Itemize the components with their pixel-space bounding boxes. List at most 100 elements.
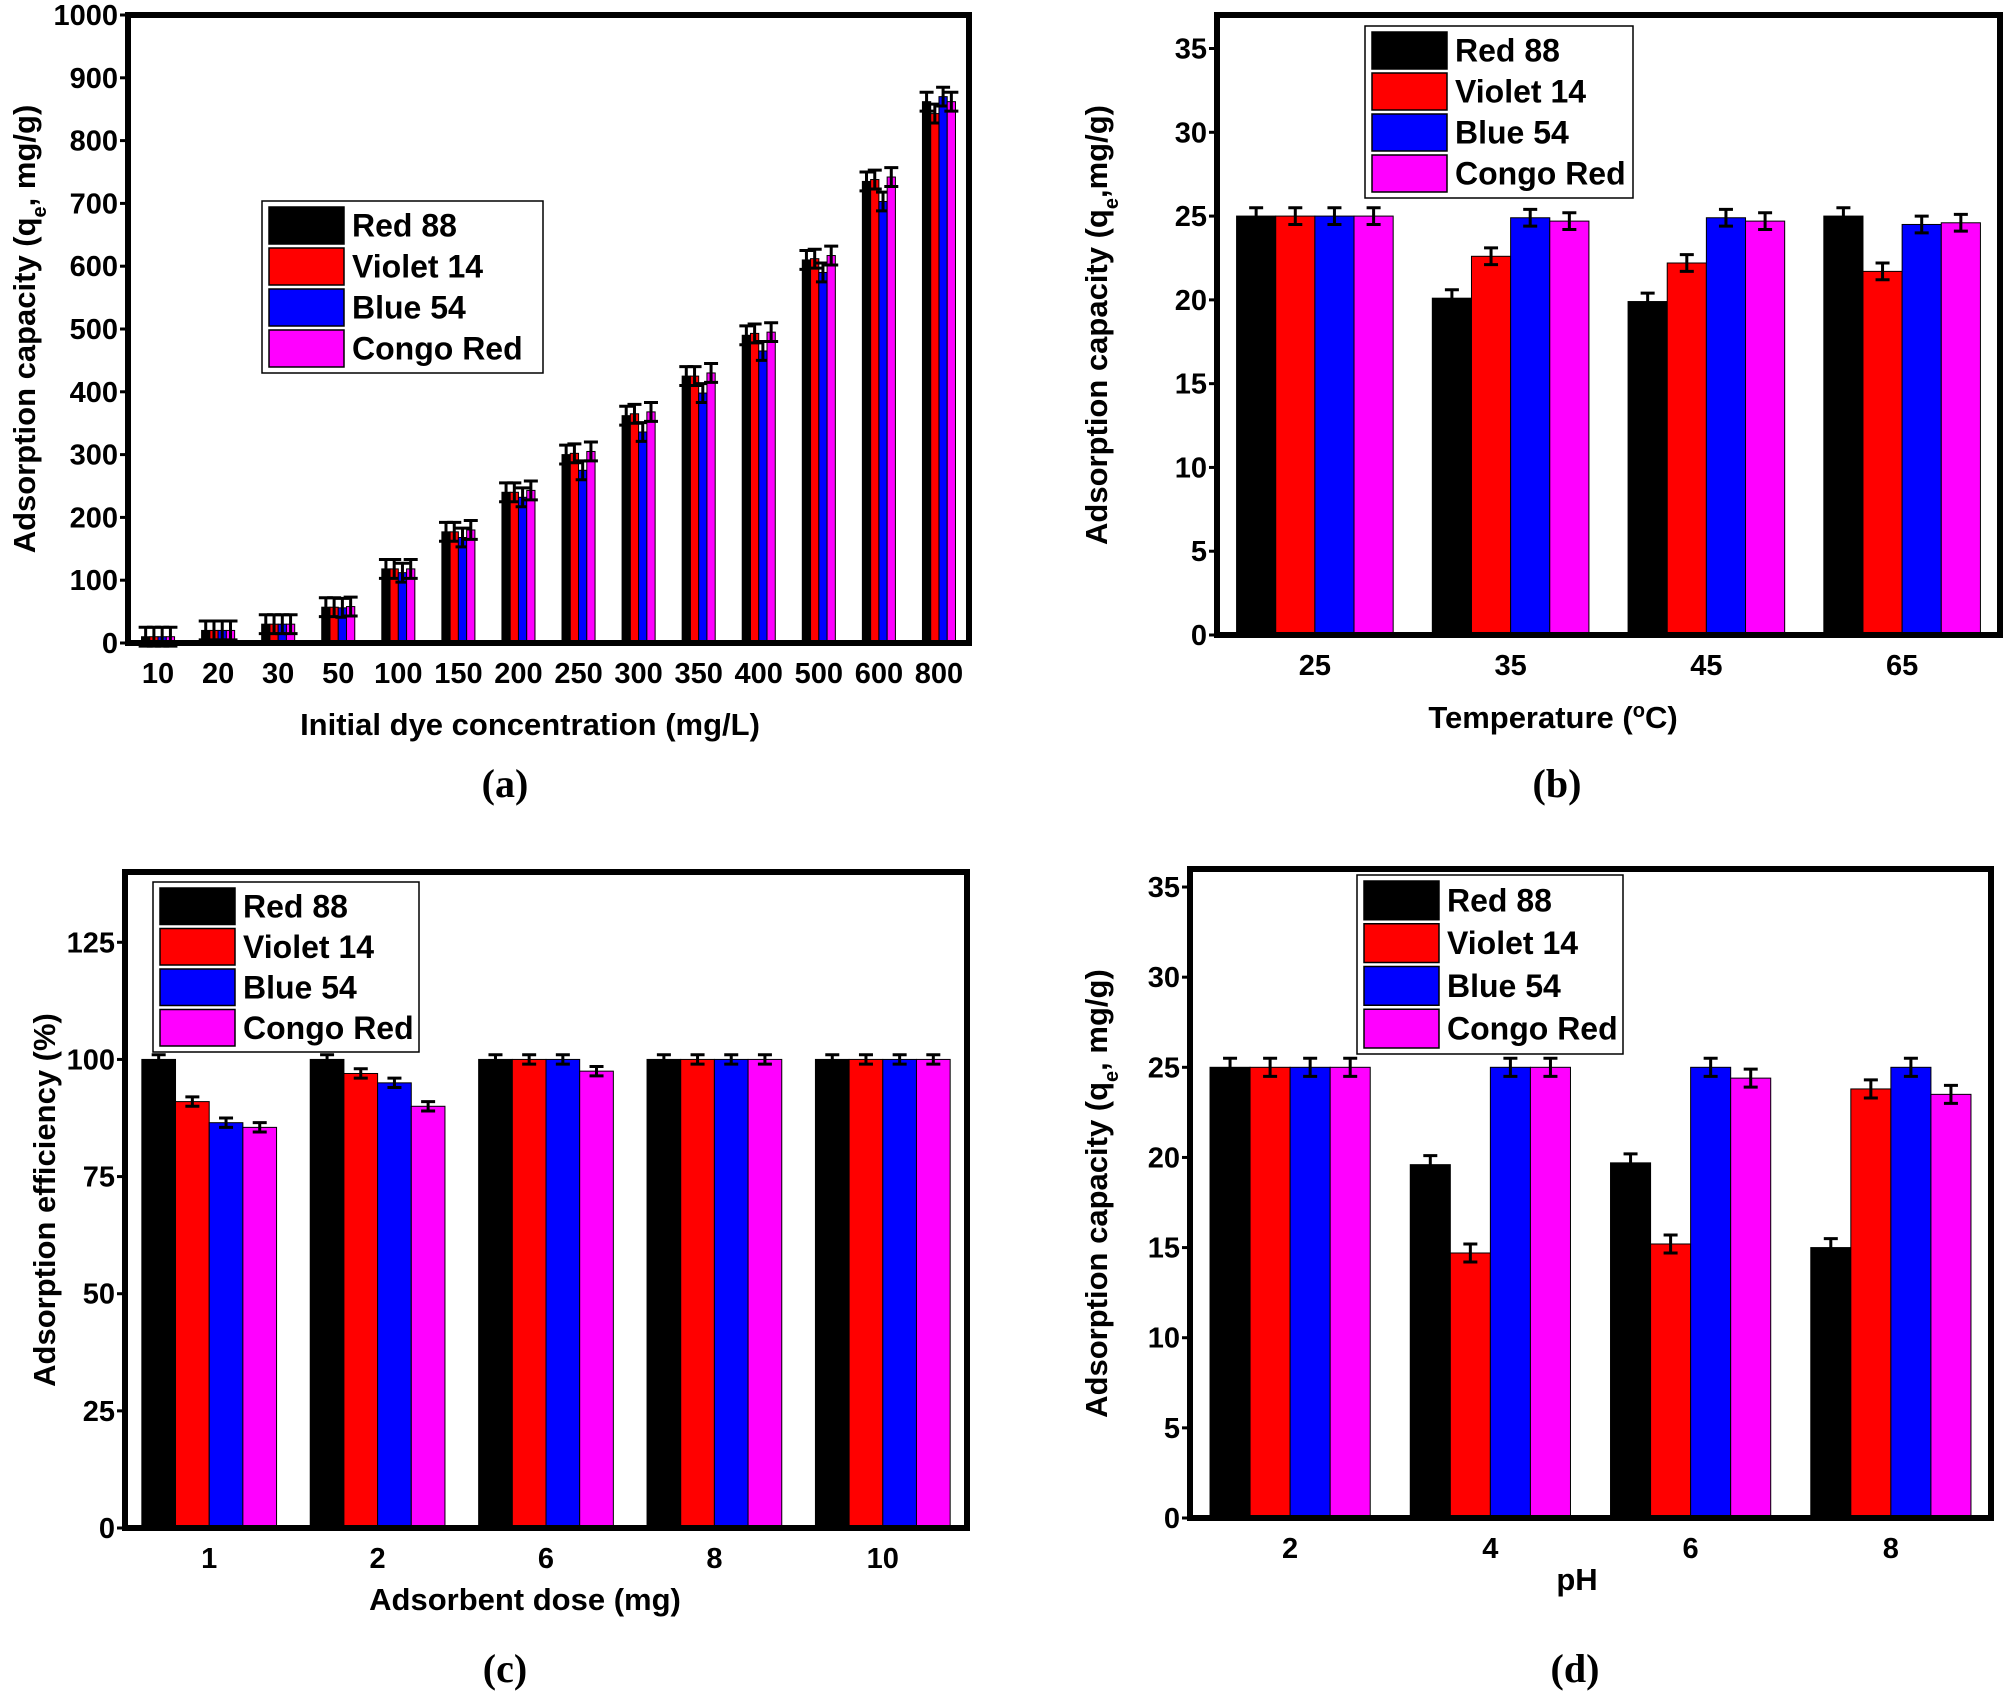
bar [457, 536, 468, 644]
error-bar [1484, 246, 1499, 267]
error-bar [1463, 1242, 1478, 1264]
x-axis-label-part: C) [1645, 700, 1678, 735]
error-bar [1343, 1056, 1358, 1078]
bar [1275, 215, 1316, 636]
error-bar [283, 613, 298, 636]
y-axis-label: Adsorption efficiency (%) [27, 1013, 62, 1387]
x-tick-label: 6 [538, 1543, 554, 1575]
y-tick-label: 700 [70, 188, 118, 220]
y-tick-label: 0 [1164, 1503, 1180, 1535]
bar [801, 259, 812, 644]
y-axis-label-part: Adsorption efficiency (%) [27, 1013, 62, 1387]
x-tick-label: 600 [855, 658, 903, 690]
y-tick-label: 10 [1175, 452, 1207, 484]
x-tick-label: 8 [706, 1543, 722, 1575]
x-tick-label: 6 [1683, 1533, 1699, 1565]
x-axis-label: Temperature (oC) [1428, 700, 1677, 735]
bar [848, 1058, 884, 1529]
error-bar [807, 247, 822, 270]
error-bar [463, 519, 478, 541]
bar [1431, 297, 1472, 636]
y-axis-label: Adsorption capacity (qe,mg/g) [1079, 105, 1123, 545]
chart-panel-a: 0 100 200 300 400 500 600 700 800 900 1000 10 20 30 50… [7, 0, 972, 806]
bar [1627, 301, 1668, 636]
x-tick-label: 8 [1883, 1533, 1899, 1565]
error-bar [1288, 206, 1303, 226]
panel-label: (b) [1533, 761, 1582, 806]
y-tick-label: 125 [67, 927, 115, 959]
legend-label: Violet 14 [1447, 925, 1578, 961]
panel-label: (d) [1551, 1646, 1600, 1691]
bar [561, 454, 571, 644]
x-tick-label: 500 [795, 658, 843, 690]
bar [1529, 1066, 1571, 1519]
error-bar [583, 440, 598, 463]
error-bar [1953, 212, 1968, 233]
error-bar [1263, 1056, 1278, 1078]
legend-label: Red 88 [1447, 882, 1552, 918]
bar [1930, 1093, 1972, 1519]
bar [1470, 255, 1512, 636]
bar [1690, 1066, 1732, 1519]
error-bar [919, 90, 934, 113]
chart-panel-d: 0 5 10 15 20 25 30 35 2 4 6 8 pH Adsorption capacity … [1079, 866, 1994, 1691]
bar [1890, 1066, 1932, 1519]
bar [1810, 1247, 1852, 1519]
x-axis-label-part: Initial dye concentration (mg/L) [300, 707, 760, 742]
bar [526, 489, 536, 644]
error-bar [488, 1053, 503, 1066]
y-axis-label-part: Adsorption capacity (q [1079, 1082, 1114, 1418]
bar [1666, 262, 1707, 636]
bar [810, 258, 820, 644]
error-bar [1663, 1233, 1678, 1255]
bar [1489, 1066, 1531, 1519]
y-tick-label: 25 [1175, 201, 1207, 233]
bar [680, 1058, 715, 1529]
y-tick-label: 50 [83, 1279, 115, 1311]
legend-swatch [1371, 72, 1448, 111]
error-bar [151, 1053, 166, 1066]
legend-label: Violet 14 [352, 249, 483, 285]
legend-label: Red 88 [243, 888, 348, 924]
x-axis-label: pH [1556, 1562, 1597, 1597]
x-axis-label: Initial dye concentration (mg/L) [300, 707, 760, 742]
bar [410, 1105, 446, 1529]
bar [1823, 215, 1864, 636]
error-bar [523, 479, 538, 502]
bar [713, 1058, 749, 1529]
bar [449, 531, 459, 644]
x-tick-label: 45 [1690, 650, 1722, 682]
legend-swatch [159, 887, 236, 926]
legend-swatch [1363, 1008, 1440, 1049]
bar [1329, 1066, 1371, 1519]
bar [921, 101, 932, 644]
error-bar [1875, 261, 1890, 282]
error-bar [1503, 1056, 1518, 1078]
legend-swatch [268, 329, 345, 368]
y-tick-label: 1000 [53, 0, 118, 32]
x-tick-label: 800 [915, 658, 963, 690]
y-tick-label: 15 [1175, 369, 1207, 401]
error-bar [1562, 211, 1577, 231]
error-bar [1743, 1067, 1758, 1089]
legend-swatch [268, 206, 345, 245]
bar [766, 331, 776, 644]
error-bar [522, 1053, 537, 1066]
bar [747, 1058, 783, 1529]
y-axis-label-sub: e [29, 206, 51, 217]
x-tick-label: 2 [370, 1543, 386, 1575]
error-bar [1863, 1078, 1878, 1100]
plot-frame [122, 869, 970, 1531]
bar [698, 392, 708, 644]
error-bar [1423, 1154, 1438, 1176]
legend-swatch [1363, 965, 1440, 1006]
x-tick-label: 2 [1282, 1533, 1298, 1565]
bar [1510, 217, 1551, 636]
bar [638, 431, 648, 644]
bar [141, 1058, 177, 1529]
bar [406, 568, 416, 644]
x-axis-label-part: Adsorbent dose (mg) [369, 1582, 681, 1617]
error-bar [1914, 214, 1929, 235]
bar [870, 179, 880, 644]
error-bar [867, 168, 882, 191]
